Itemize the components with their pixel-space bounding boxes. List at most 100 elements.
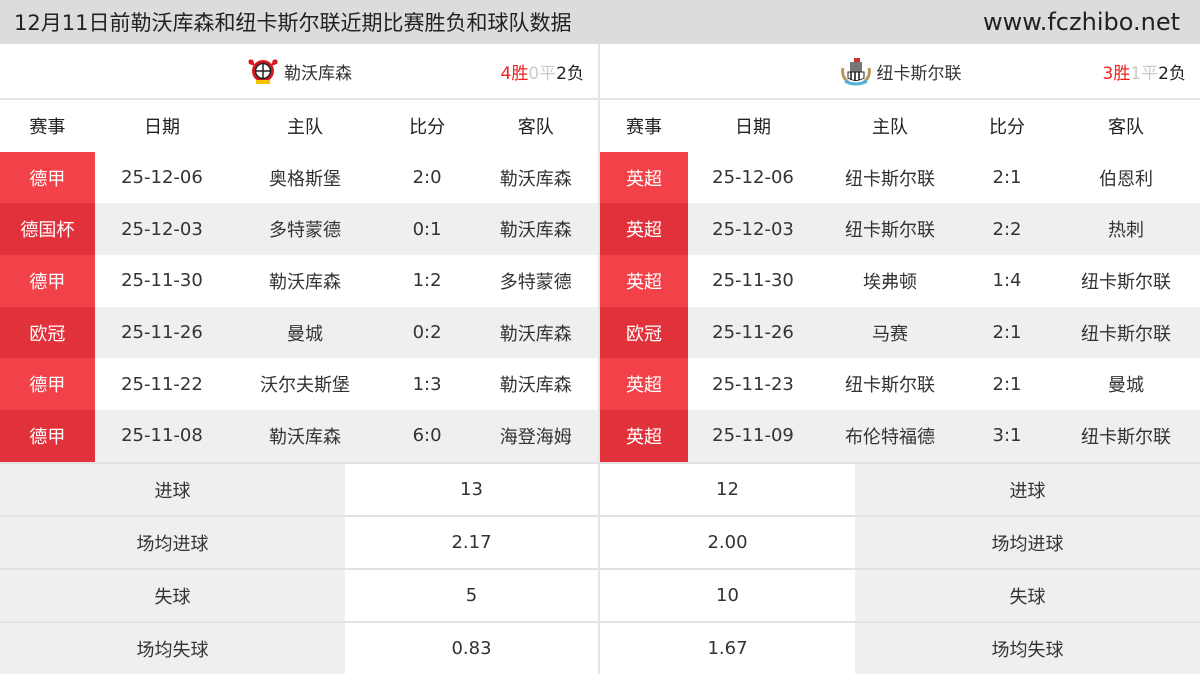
match-row[interactable]: 德甲 25-11-08 勒沃库森 6:0 海登海姆 xyxy=(0,410,598,462)
match-row[interactable]: 英超 25-12-03 纽卡斯尔联 2:2 热刺 xyxy=(600,203,1200,256)
wins: 3胜 xyxy=(1102,63,1131,84)
stat-value-left: 0.83 xyxy=(345,623,600,674)
match-away[interactable]: 纽卡斯尔联 xyxy=(1081,271,1171,293)
match-comp: 英超 xyxy=(600,410,688,462)
match-row[interactable]: 德国杯 25-12-03 多特蒙德 0:1 勒沃库森 xyxy=(0,203,598,256)
match-row[interactable]: 德甲 25-12-06 奥格斯堡 2:0 勒沃库森 xyxy=(0,151,598,204)
team-record: 4胜0平2负 xyxy=(501,59,584,84)
match-home[interactable]: 奥格斯堡 xyxy=(268,168,341,190)
match-score: 2:1 xyxy=(992,167,1022,189)
match-row[interactable]: 英超 25-11-09 布伦特福德 3:1 纽卡斯尔联 xyxy=(600,410,1200,462)
stat-value-left: 5 xyxy=(345,570,600,621)
stats-row: 场均失球 0.83 1.67 场均失球 xyxy=(0,621,1200,674)
stat-value-left: 2.17 xyxy=(345,517,600,568)
stat-label-right: 失球 xyxy=(855,570,1200,621)
column-header: 客队 xyxy=(1108,116,1144,138)
match-row[interactable]: 欧冠 25-11-26 曼城 0:2 勒沃库森 xyxy=(0,306,598,359)
column-header: 日期 xyxy=(143,116,180,138)
match-home[interactable]: 纽卡斯尔联 xyxy=(845,168,935,190)
match-home[interactable]: 布伦特福德 xyxy=(845,426,935,448)
page-title: 12月11日前勒沃库森和纽卡斯尔联近期比赛胜负和球队数据 xyxy=(14,11,572,35)
stats-row: 失球 5 10 失球 xyxy=(0,568,1200,621)
match-home[interactable]: 纽卡斯尔联 xyxy=(845,220,935,242)
match-score: 6:0 xyxy=(412,425,442,447)
match-away[interactable]: 勒沃库森 xyxy=(499,220,572,242)
match-date: 25-11-30 xyxy=(712,270,794,292)
match-home[interactable]: 勒沃库森 xyxy=(268,271,341,293)
draws: 0平 xyxy=(528,63,557,84)
match-comp: 欧冠 xyxy=(600,306,688,359)
match-date: 25-11-23 xyxy=(712,373,794,395)
left-team-panel: 勒沃库森 4胜0平2负 赛事 日期 主队 比分 客队 德甲 25-12-06 奥格斯堡 2:0 勒沃… xyxy=(0,44,600,462)
match-home[interactable]: 沃尔夫斯堡 xyxy=(259,375,350,397)
stat-value-right: 2.00 xyxy=(707,532,748,553)
match-away[interactable]: 勒沃库森 xyxy=(499,375,572,397)
match-comp: 德甲 xyxy=(0,410,95,462)
site-url[interactable]: www.fczhibo.net xyxy=(983,8,1180,36)
team-name[interactable]: 纽卡斯尔联 xyxy=(876,63,962,84)
team-logo-icon xyxy=(839,56,873,86)
match-home[interactable]: 曼城 xyxy=(286,323,323,345)
column-header: 主队 xyxy=(872,116,908,138)
match-date: 25-11-26 xyxy=(121,322,203,344)
match-away[interactable]: 纽卡斯尔联 xyxy=(1081,323,1171,345)
column-header: 比分 xyxy=(409,116,446,138)
losses: 2负 xyxy=(1158,63,1186,84)
stat-label-left: 场均进球 xyxy=(0,517,345,568)
match-away[interactable]: 曼城 xyxy=(1108,375,1144,397)
stat-label-left: 进球 xyxy=(0,464,345,515)
match-date: 25-12-06 xyxy=(121,167,203,189)
match-score: 2:1 xyxy=(992,322,1022,344)
match-home[interactable]: 埃弗顿 xyxy=(863,271,917,293)
column-header: 赛事 xyxy=(626,116,662,138)
team-logo-icon xyxy=(246,56,280,86)
column-header-row: 赛事 日期 主队 比分 客队 xyxy=(0,100,598,152)
match-away[interactable]: 纽卡斯尔联 xyxy=(1081,426,1171,448)
match-comp: 德国杯 xyxy=(0,203,95,256)
stat-value-left: 13 xyxy=(345,464,600,515)
match-away[interactable]: 热刺 xyxy=(1108,220,1144,242)
match-row[interactable]: 英超 25-12-06 纽卡斯尔联 2:1 伯恩利 xyxy=(600,151,1200,204)
match-away[interactable]: 伯恩利 xyxy=(1099,168,1153,190)
match-date: 25-12-03 xyxy=(712,218,794,240)
match-date: 25-12-06 xyxy=(712,167,794,189)
match-score: 1:3 xyxy=(412,373,442,395)
match-comp: 欧冠 xyxy=(0,306,95,359)
match-score: 1:2 xyxy=(412,270,442,292)
match-away[interactable]: 海登海姆 xyxy=(499,426,572,448)
match-date: 25-11-26 xyxy=(712,322,794,344)
match-score: 1:4 xyxy=(992,270,1022,292)
match-row[interactable]: 欧冠 25-11-26 马赛 2:1 纽卡斯尔联 xyxy=(600,306,1200,359)
team-name[interactable]: 勒沃库森 xyxy=(284,63,352,84)
match-home[interactable]: 马赛 xyxy=(872,323,908,345)
match-away[interactable]: 勒沃库森 xyxy=(499,323,572,345)
match-row[interactable]: 德甲 25-11-30 勒沃库森 1:2 多特蒙德 xyxy=(0,255,598,307)
title-bar: 12月11日前勒沃库森和纽卡斯尔联近期比赛胜负和球队数据 www.fczhibo… xyxy=(0,0,1200,44)
match-row[interactable]: 英超 25-11-30 埃弗顿 1:4 纽卡斯尔联 xyxy=(600,255,1200,307)
team-header: 勒沃库森 4胜0平2负 xyxy=(0,44,598,100)
match-comp: 英超 xyxy=(600,255,688,307)
stat-label-right: 场均进球 xyxy=(855,517,1200,568)
match-home[interactable]: 纽卡斯尔联 xyxy=(845,375,935,397)
stat-value-right: 1.67 xyxy=(707,638,748,659)
right-team-panel: 纽卡斯尔联 3胜1平2负 赛事 日期 主队 比分 客队 英超 25-12-06 纽卡斯尔联 2:1… xyxy=(600,44,1200,462)
stat-label-right: 场均失球 xyxy=(855,623,1200,674)
column-header-row: 赛事 日期 主队 比分 客队 xyxy=(600,100,1200,152)
match-away[interactable]: 勒沃库森 xyxy=(499,168,572,190)
match-score: 0:2 xyxy=(412,322,442,344)
team-header: 纽卡斯尔联 3胜1平2负 xyxy=(600,44,1200,100)
column-header: 主队 xyxy=(286,116,323,138)
match-away[interactable]: 多特蒙德 xyxy=(499,271,572,293)
match-home[interactable]: 多特蒙德 xyxy=(268,220,341,242)
match-score: 0:1 xyxy=(412,218,442,240)
stats-row: 进球 13 12 进球 xyxy=(0,462,1200,515)
wins: 4胜 xyxy=(500,63,529,84)
match-score: 2:1 xyxy=(992,373,1022,395)
match-comp: 英超 xyxy=(600,203,688,256)
match-score: 2:2 xyxy=(992,218,1022,240)
match-home[interactable]: 勒沃库森 xyxy=(268,426,341,448)
stat-label-left: 场均失球 xyxy=(0,623,345,674)
match-date: 25-11-22 xyxy=(121,373,203,395)
match-row[interactable]: 德甲 25-11-22 沃尔夫斯堡 1:3 勒沃库森 xyxy=(0,358,598,411)
match-row[interactable]: 英超 25-11-23 纽卡斯尔联 2:1 曼城 xyxy=(600,358,1200,411)
